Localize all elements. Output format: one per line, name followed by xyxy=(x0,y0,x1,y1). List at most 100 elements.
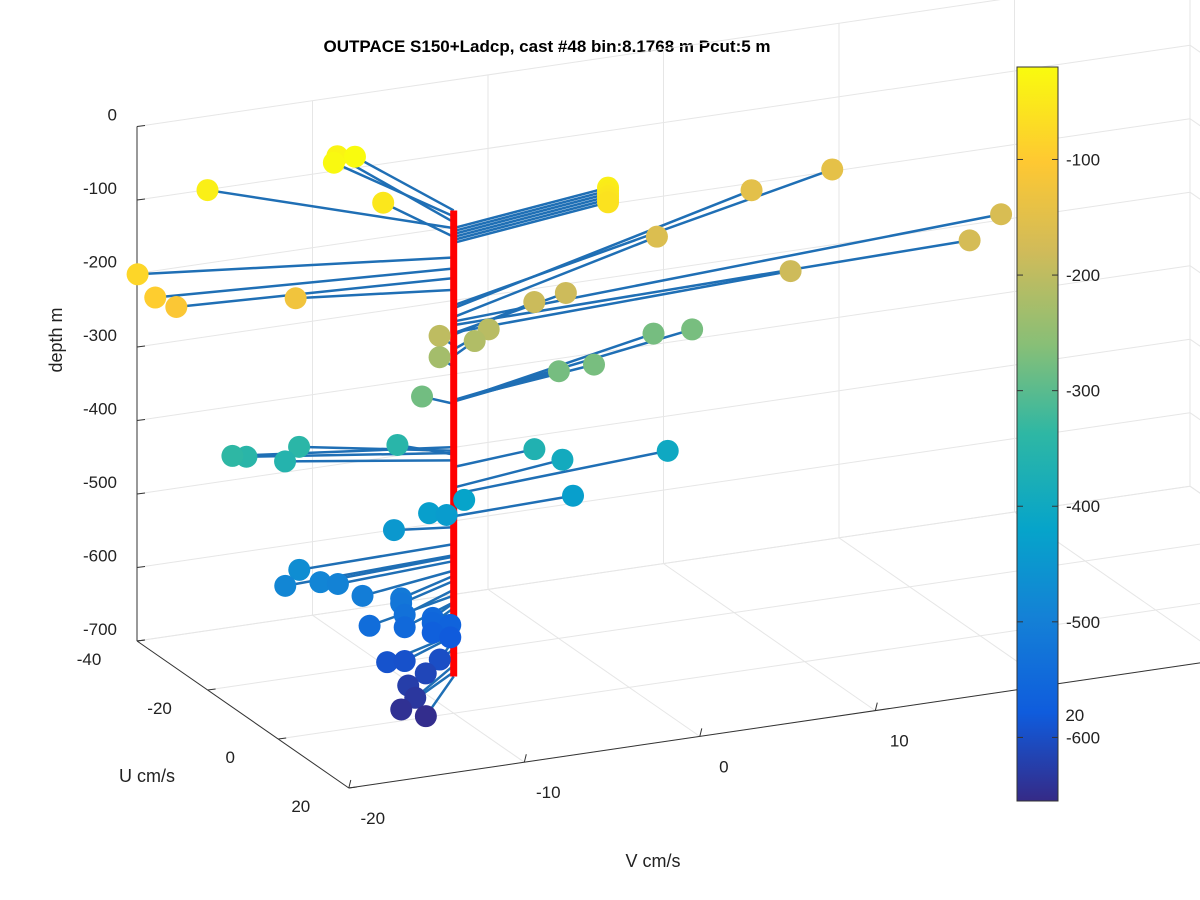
velocity-marker xyxy=(322,151,345,174)
velocity-marker xyxy=(597,191,620,214)
z-tick xyxy=(136,492,146,495)
velocity-marker xyxy=(779,260,802,283)
velocity-marker xyxy=(274,574,297,597)
velocity-stem xyxy=(207,188,454,230)
z-tick xyxy=(136,345,146,348)
z-axis-label: depth m xyxy=(46,307,66,372)
gridline xyxy=(1189,118,1200,127)
gridline xyxy=(1189,44,1200,53)
velocity-marker xyxy=(274,450,297,473)
v-tick-label: 20 xyxy=(1065,706,1084,725)
velocity-marker xyxy=(393,650,416,673)
velocity-stem xyxy=(453,198,609,242)
gridline xyxy=(1189,485,1200,494)
velocity-marker xyxy=(428,346,451,369)
v-tick xyxy=(348,779,352,789)
velocity-marker xyxy=(326,573,349,596)
v-tick-label: 0 xyxy=(719,757,728,776)
tick-labels: 0-100-200-300-400-500-600-700-40-20020-2… xyxy=(77,106,1085,829)
gridline xyxy=(1189,485,1200,494)
axes-box xyxy=(136,125,1200,789)
velocity-marker xyxy=(284,287,307,310)
colorbar: -100 -200 -300 -400 -500 -600 xyxy=(1016,66,1100,802)
u-tick xyxy=(348,786,357,789)
colorbar-tick-label: -200 xyxy=(1066,266,1100,285)
u-tick-label: -40 xyxy=(77,650,102,669)
gridline xyxy=(663,563,876,712)
gridline xyxy=(136,118,1191,274)
z-tick-label: -600 xyxy=(83,547,117,566)
velocity-stem xyxy=(176,276,454,309)
velocity-marker xyxy=(144,286,167,309)
v-tick xyxy=(699,728,703,737)
v-tick-label: -10 xyxy=(536,783,561,802)
u-tick-label: 0 xyxy=(225,748,234,767)
velocity-stem xyxy=(362,569,455,598)
velocity-stem xyxy=(354,155,455,212)
velocity-stem xyxy=(453,458,563,489)
velocity-marker xyxy=(439,626,462,649)
colorbar-tick-label: -400 xyxy=(1066,497,1100,516)
v-tick-label: -20 xyxy=(361,809,386,828)
velocity-marker xyxy=(554,281,577,304)
velocity-stem xyxy=(453,189,753,310)
velocity-marker xyxy=(393,616,416,639)
velocity-marker xyxy=(428,324,451,347)
velocity-marker xyxy=(990,203,1013,226)
velocity-stem xyxy=(453,186,609,230)
velocity-marker xyxy=(551,448,574,471)
colorbar-tick-label: -500 xyxy=(1066,613,1100,632)
velocity-marker xyxy=(351,584,374,607)
velocity-marker xyxy=(523,291,546,314)
colorbar-tick-label: -300 xyxy=(1066,382,1100,401)
colorbar-tick-label: -100 xyxy=(1066,150,1100,169)
colorbar-gradient xyxy=(1016,66,1059,802)
z-tick xyxy=(136,419,146,421)
gridline xyxy=(1189,412,1200,421)
velocity-stem xyxy=(453,195,609,239)
colorbar-ticks: -100 -200 -300 -400 -500 -600 xyxy=(1017,150,1100,747)
u-axis-line xyxy=(136,640,350,789)
velocity-marker xyxy=(645,225,668,248)
z-tick-label: -200 xyxy=(83,253,117,272)
gridline xyxy=(136,412,1191,568)
velocity-marker xyxy=(523,438,546,461)
gridline xyxy=(136,0,1001,127)
velocity-marker xyxy=(414,705,437,728)
velocity-marker xyxy=(656,439,679,462)
gridline xyxy=(136,265,1191,421)
velocity-marker xyxy=(343,145,366,168)
velocity-stem xyxy=(299,542,454,572)
gridline xyxy=(1189,265,1200,274)
z-tick-label: -300 xyxy=(83,326,117,345)
velocity-markers xyxy=(126,145,1013,728)
v-tick-label: 10 xyxy=(890,732,909,751)
velocity-stem xyxy=(453,449,668,496)
u-tick xyxy=(278,737,287,740)
velocity-marker xyxy=(309,571,332,594)
gridline xyxy=(1189,191,1200,200)
gridline xyxy=(136,191,1191,348)
velocity-marker xyxy=(372,191,395,214)
velocity-stems xyxy=(137,155,1002,717)
gridline xyxy=(136,485,1191,642)
velocity-stem xyxy=(453,235,658,319)
y-axis-label: U cm/s xyxy=(119,766,175,786)
gridline xyxy=(487,588,701,737)
z-tick xyxy=(136,198,146,201)
velocity-marker xyxy=(288,435,311,458)
velocity-stem xyxy=(453,363,595,402)
velocity-stem xyxy=(453,201,609,245)
velocity-marker xyxy=(435,503,458,526)
gridline xyxy=(838,537,1052,686)
velocity-marker xyxy=(740,179,763,202)
velocity-marker xyxy=(642,322,665,345)
velocity-marker xyxy=(411,385,434,408)
velocity-stem xyxy=(337,559,454,586)
z-tick xyxy=(136,566,146,568)
velocity-marker xyxy=(958,229,981,252)
z-tick-label: -700 xyxy=(83,620,117,639)
x-axis-label: V cm/s xyxy=(625,851,680,871)
velocity-stem xyxy=(453,494,574,518)
z-tick-label: -100 xyxy=(83,179,117,198)
